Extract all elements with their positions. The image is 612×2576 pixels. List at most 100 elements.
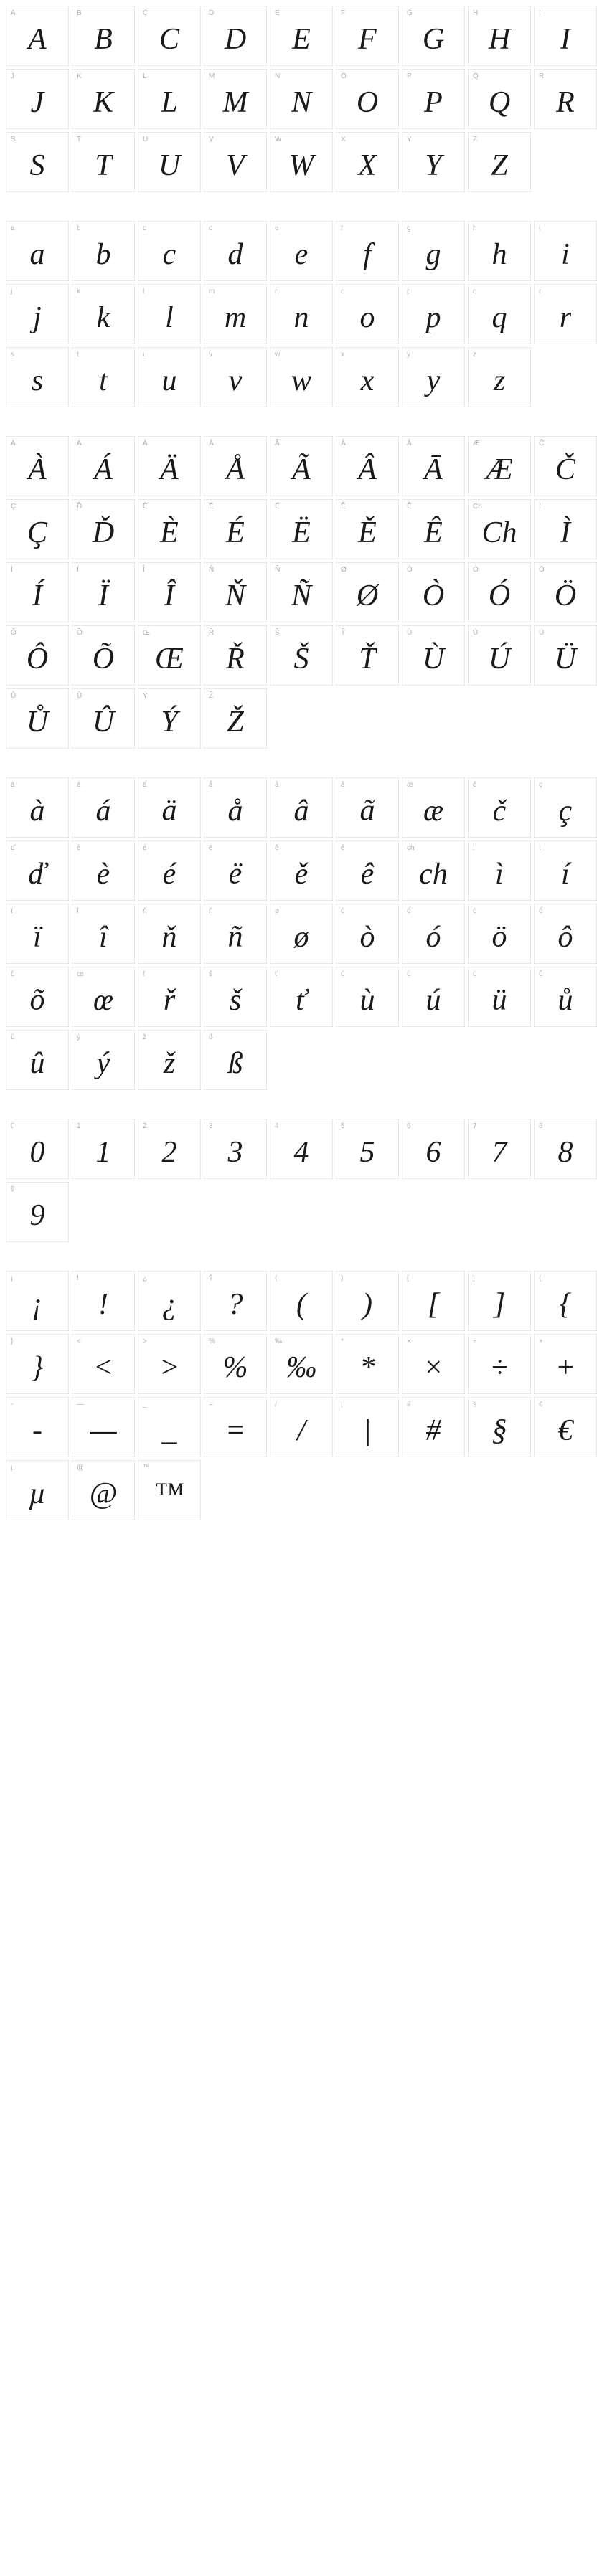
glyph-label: u bbox=[143, 351, 147, 359]
glyph-label: Ā bbox=[407, 440, 412, 448]
glyph-cell: áá bbox=[72, 777, 135, 838]
glyph-label: Î bbox=[143, 566, 145, 574]
glyph-label: å bbox=[209, 781, 213, 789]
glyph-cell: œœ bbox=[72, 967, 135, 1027]
glyph-label: ä bbox=[143, 781, 147, 789]
glyph-cell: ÀÀ bbox=[6, 436, 69, 496]
glyph-char: ç bbox=[535, 778, 596, 837]
glyph-label: w bbox=[275, 351, 280, 359]
glyph-cell: xx bbox=[336, 347, 399, 407]
glyph-cell: ?? bbox=[204, 1271, 267, 1331]
glyph-char: ñ bbox=[204, 904, 266, 963]
glyph-cell: 88 bbox=[534, 1119, 597, 1179]
glyph-cell: YY bbox=[402, 132, 465, 192]
glyph-label: r bbox=[539, 288, 541, 295]
section-lowercase: aabbccddeeffgghhiijjkkllmmnnooppqqrrsstt… bbox=[6, 221, 606, 407]
glyph-cell: 22 bbox=[138, 1119, 201, 1179]
glyph-char: Ï bbox=[72, 563, 134, 622]
glyph-cell: åå bbox=[204, 777, 267, 838]
glyph-label: k bbox=[77, 288, 80, 295]
glyph-label: O bbox=[341, 72, 347, 80]
glyph-label: P bbox=[407, 72, 412, 80]
glyph-label: + bbox=[539, 1337, 543, 1345]
glyph-char: ú bbox=[402, 967, 464, 1026]
glyph-grid: aabbccddeeffgghhiijjkkllmmnnooppqqrrsstt… bbox=[6, 221, 606, 407]
glyph-cell: ZZ bbox=[468, 132, 531, 192]
glyph-cell: NN bbox=[270, 69, 333, 129]
glyph-label: ? bbox=[209, 1274, 213, 1282]
glyph-cell: gg bbox=[402, 221, 465, 281]
glyph-cell: RR bbox=[534, 69, 597, 129]
glyph-char: d bbox=[204, 222, 266, 280]
glyph-label: ch bbox=[407, 844, 415, 852]
glyph-cell: ÂÂ bbox=[336, 436, 399, 496]
glyph-char: a bbox=[6, 222, 68, 280]
glyph-label: N bbox=[275, 72, 280, 80]
glyph-char: § bbox=[469, 1398, 530, 1457]
glyph-label: § bbox=[473, 1401, 477, 1408]
glyph-cell: ÊÊ bbox=[402, 499, 465, 559]
glyph-cell: ãã bbox=[336, 777, 399, 838]
glyph-cell: ¡¡ bbox=[6, 1271, 69, 1331]
glyph-label: ô bbox=[539, 907, 543, 915]
glyph-label: ñ bbox=[209, 907, 213, 915]
glyph-cell: éé bbox=[138, 840, 201, 901]
glyph-cell: ôô bbox=[534, 904, 597, 964]
glyph-char: ( bbox=[270, 1272, 332, 1330]
glyph-label: 1 bbox=[77, 1122, 81, 1130]
glyph-cell: ŽŽ bbox=[204, 688, 267, 749]
glyph-label: ó bbox=[407, 907, 411, 915]
glyph-char: 1 bbox=[72, 1119, 134, 1178]
glyph-label: ê bbox=[341, 844, 345, 852]
glyph-char: õ bbox=[6, 967, 68, 1026]
glyph-cell: ¿¿ bbox=[138, 1271, 201, 1331]
glyph-char: l bbox=[138, 285, 200, 344]
glyph-label: í bbox=[539, 844, 541, 852]
glyph-cell: __ bbox=[138, 1397, 201, 1457]
glyph-char: { bbox=[535, 1272, 596, 1330]
glyph-cell: ŮŮ bbox=[6, 688, 69, 749]
glyph-cell: µµ bbox=[6, 1460, 69, 1520]
glyph-cell: aa bbox=[6, 221, 69, 281]
glyph-label: ü bbox=[473, 970, 477, 978]
glyph-label: Ë bbox=[275, 503, 280, 511]
glyph-label: h bbox=[473, 224, 477, 232]
glyph-label: p bbox=[407, 288, 411, 295]
glyph-label: ï bbox=[11, 907, 13, 915]
glyph-label: Ø bbox=[341, 566, 347, 574]
glyph-label: Ch bbox=[473, 503, 482, 511]
glyph-char: è bbox=[72, 841, 134, 900]
glyph-cell: %% bbox=[204, 1334, 267, 1394]
glyph-cell: HH bbox=[468, 6, 531, 66]
glyph-char: J bbox=[6, 70, 68, 128]
glyph-label: b bbox=[77, 224, 81, 232]
glyph-label: Ô bbox=[11, 629, 17, 637]
glyph-label: Ů bbox=[11, 692, 16, 700]
glyph-cell: ťť bbox=[270, 967, 333, 1027]
glyph-cell: 55 bbox=[336, 1119, 399, 1179]
glyph-char: s bbox=[6, 348, 68, 407]
glyph-label: U bbox=[143, 136, 148, 143]
glyph-cell: ÃÃ bbox=[270, 436, 333, 496]
glyph-label: œ bbox=[77, 970, 83, 978]
glyph-label: 4 bbox=[275, 1122, 279, 1130]
glyph-label: { bbox=[539, 1274, 541, 1282]
glyph-cell: 11 bbox=[72, 1119, 135, 1179]
glyph-cell: ÖÖ bbox=[534, 562, 597, 622]
glyph-label: Ü bbox=[539, 629, 544, 637]
glyph-cell: ChCh bbox=[468, 499, 531, 559]
glyph-label: l bbox=[143, 288, 144, 295]
glyph-label: Z bbox=[473, 136, 477, 143]
glyph-label: d bbox=[209, 224, 213, 232]
glyph-label: ( bbox=[275, 1274, 277, 1282]
glyph-label: X bbox=[341, 136, 346, 143]
glyph-cell: ÕÕ bbox=[72, 625, 135, 686]
glyph-cell: ÈÈ bbox=[138, 499, 201, 559]
glyph-char: 9 bbox=[6, 1183, 68, 1241]
glyph-label: I bbox=[539, 9, 541, 17]
glyph-char: Î bbox=[138, 563, 200, 622]
glyph-cell: ßß bbox=[204, 1030, 267, 1090]
glyph-cell: OO bbox=[336, 69, 399, 129]
glyph-label: 3 bbox=[209, 1122, 213, 1130]
glyph-label: ú bbox=[407, 970, 411, 978]
